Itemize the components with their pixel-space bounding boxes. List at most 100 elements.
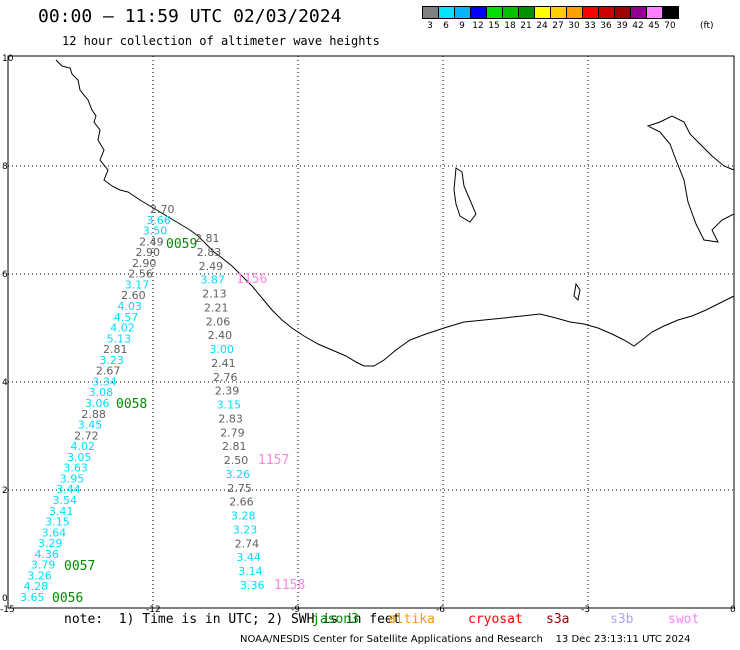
credit-line: NOAA/NESDIS Center for Satellite Applica…	[240, 634, 691, 645]
swh-value: 2.88	[81, 408, 106, 421]
jason3-track-1: 3.654.283.263.794.363.293.643.153.413.54…	[20, 203, 197, 606]
swh-value: 3.87	[200, 274, 225, 287]
swh-value: 2.39	[215, 385, 240, 398]
swh-value: 2.72	[74, 429, 99, 442]
y-tick-label: 2	[2, 486, 8, 496]
scale-label: 12	[472, 21, 484, 31]
legend-altika: altika	[388, 612, 435, 627]
swh-value: 3.95	[60, 472, 85, 485]
scale-label: 3	[427, 21, 433, 31]
island-1	[453, 167, 477, 223]
scale-label: 45	[648, 21, 660, 31]
scale-label: 70	[664, 21, 676, 31]
scale-label: 39	[616, 21, 628, 31]
swh-value: 2.83	[218, 412, 243, 425]
swh-value: 3.06	[85, 397, 110, 410]
x-tick-label: -3	[581, 605, 590, 615]
swh-value: 3.28	[231, 510, 256, 523]
grid-lines	[8, 56, 734, 608]
x-tick-label: -15	[0, 605, 15, 615]
swh-value: 2.21	[204, 301, 229, 314]
swh-value: 4.03	[118, 300, 143, 313]
scale-label: 36	[600, 21, 612, 31]
jason3-track-2: 3.363.143.442.743.233.282.662.753.262.50…	[195, 232, 305, 593]
swh-value: 2.74	[235, 537, 260, 550]
swh-value: 2.49	[139, 235, 164, 248]
swh-value: 2.81	[195, 232, 220, 245]
swh-value: 4.28	[24, 580, 49, 593]
color-scale-labels: 3 6 9 12 15 18 21 24 27 30 33 36 39 42 45 70	[422, 21, 678, 31]
island-2	[646, 115, 735, 243]
scale-unit: (ft)	[700, 21, 714, 31]
swh-value: 2.60	[121, 289, 146, 302]
swh-value: 2.83	[197, 246, 222, 259]
x-tick-label: -6	[436, 605, 445, 615]
swh-value: 4.02	[110, 322, 134, 335]
scale-label: 18	[504, 21, 516, 31]
swh-value: 3.50	[143, 225, 168, 238]
swh-value: 2.66	[229, 496, 254, 509]
scale-label: 21	[520, 21, 532, 31]
x-tick-label: -12	[146, 605, 161, 615]
scale-label: 30	[568, 21, 580, 31]
time-label: 0057	[64, 559, 95, 574]
swh-value: 2.81	[103, 343, 128, 356]
swh-value: 3.66	[146, 214, 171, 227]
swh-value: 3.54	[53, 494, 78, 507]
map-title: 00:00 – 11:59 UTC 02/03/2024	[38, 6, 342, 27]
swh-value: 2.75	[227, 482, 252, 495]
y-tick-label: 8	[2, 162, 8, 172]
y-tick-label: 0	[2, 594, 8, 604]
scale-label: 15	[488, 21, 500, 31]
legend-s3b: s3b	[610, 612, 634, 627]
swh-value: 3.08	[89, 386, 114, 399]
swh-value: 3.29	[38, 537, 63, 550]
swh-value: 3.26	[27, 569, 52, 582]
legend-cryosat: cryosat	[468, 612, 523, 627]
legend-s3a: s3a	[546, 612, 570, 627]
x-tick-label: -9	[291, 605, 300, 615]
swh-value: 2.40	[208, 329, 233, 342]
swh-value: 3.65	[20, 591, 45, 604]
scale-label: 6	[443, 21, 449, 31]
swh-value: 3.14	[238, 565, 263, 578]
swh-value: 3.44	[236, 551, 261, 564]
swh-value: 4.57	[114, 311, 139, 324]
swh-value: 2.67	[96, 365, 121, 378]
swh-value: 2.76	[213, 371, 238, 384]
swh-value: 3.23	[233, 523, 257, 536]
swh-value: 2.06	[206, 315, 231, 328]
swh-value: 3.44	[56, 483, 81, 496]
x-tick-label: 0	[730, 605, 736, 615]
scale-label: 9	[459, 21, 465, 31]
swh-value: 3.79	[31, 559, 56, 572]
coastline	[55, 59, 735, 367]
time-label: 0058	[116, 397, 147, 412]
scale-label: 42	[632, 21, 644, 31]
swh-value: 2.13	[202, 288, 227, 301]
time-label: 1158	[274, 578, 305, 593]
scale-swatch	[662, 6, 679, 19]
swh-value: 2.90	[136, 246, 161, 259]
swh-value: 3.05	[67, 451, 92, 464]
color-scale	[422, 6, 679, 19]
map-subtitle: 12 hour collection of altimeter wave hei…	[62, 34, 380, 48]
y-tick-label: 4	[2, 378, 8, 388]
swh-value: 3.45	[78, 419, 103, 432]
scale-label: 24	[536, 21, 548, 31]
swh-value: 3.00	[209, 343, 234, 356]
time-label: 0059	[166, 237, 197, 252]
swh-value: 2.41	[211, 357, 236, 370]
swh-value: 2.79	[220, 426, 245, 439]
swh-value: 3.64	[42, 526, 67, 539]
footer-note: note: 1) Time is in UTC; 2) SWH is in fe…	[64, 612, 401, 627]
swh-value: 3.36	[240, 579, 265, 592]
time-label: 1156	[236, 272, 267, 287]
scale-label: 27	[552, 21, 564, 31]
swh-value: 3.34	[92, 375, 117, 388]
y-tick-label: 6	[2, 270, 8, 280]
swh-value: 3.15	[217, 399, 242, 412]
swh-value: 3.23	[99, 354, 124, 367]
swh-value: 3.26	[226, 468, 251, 481]
